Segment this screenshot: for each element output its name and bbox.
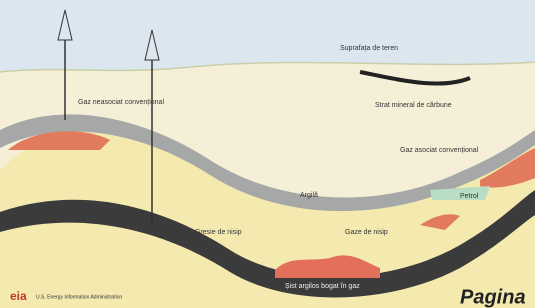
- page: Suprafața de teren Strat mineral de cărb…: [0, 0, 535, 308]
- label: Gaz asociat convențional: [400, 147, 479, 154]
- label: Argilă: [300, 192, 318, 199]
- label: Strat mineral de cărbune: [375, 102, 452, 109]
- label: Gaz neasociat convențional: [78, 99, 164, 106]
- label: Gaze de nisip: [345, 229, 388, 236]
- diagram: Suprafața de teren Strat mineral de cărb…: [0, 0, 535, 308]
- agency: U.S. Energy Information Administration: [36, 294, 122, 300]
- logo: eia: [10, 289, 27, 303]
- label: Suprafața de teren: [340, 45, 398, 52]
- label: Gresie de nisip: [195, 229, 242, 236]
- page-label: Pagina: [460, 286, 526, 308]
- label: Șist argilos bogat în gaz: [285, 283, 360, 290]
- label: Petrol: [460, 193, 479, 200]
- sky: [0, 0, 535, 72]
